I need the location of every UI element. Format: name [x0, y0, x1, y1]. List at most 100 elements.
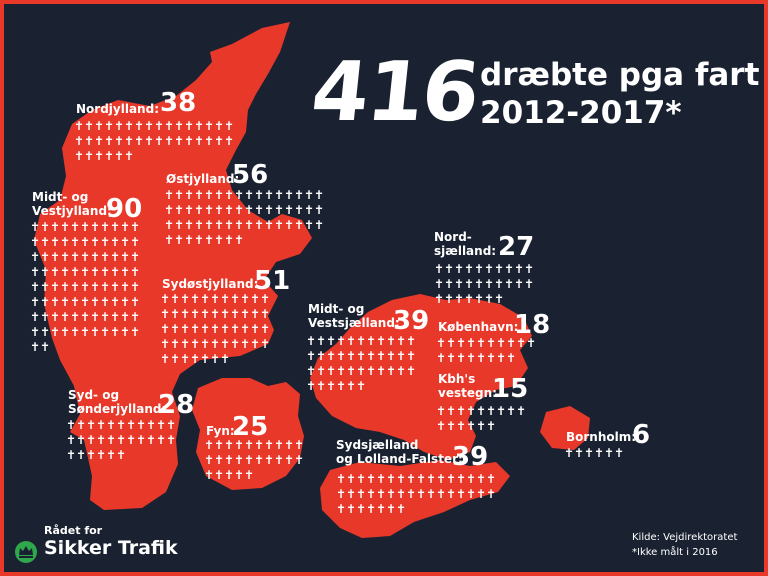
- cross-icon: ✝: [194, 134, 206, 148]
- cross-icon: ✝: [174, 134, 186, 148]
- cross-icon: ✝: [70, 280, 82, 294]
- cross-icon: ✝: [30, 235, 42, 249]
- cross-icon: ✝: [80, 250, 92, 264]
- region-value: 56: [232, 160, 269, 190]
- cross-icon: ✝: [120, 325, 132, 339]
- region-label: Nord-sjælland:: [434, 230, 497, 258]
- cross-icon: ✝: [214, 188, 226, 202]
- cross-icon: ✝: [184, 203, 196, 217]
- cross-icon: ✝: [130, 220, 142, 234]
- cross-icon: ✝: [170, 292, 182, 306]
- cross-icon: ✝: [304, 188, 316, 202]
- cross-icons-group: ✝✝✝✝✝✝: [564, 446, 632, 461]
- cross-icon: ✝: [316, 349, 328, 363]
- map-bornholm: [540, 406, 590, 450]
- cross-icon: ✝: [100, 265, 112, 279]
- cross-icon: ✝: [74, 149, 86, 163]
- cross-icon: ✝: [304, 218, 316, 232]
- cross-icon: ✝: [174, 188, 186, 202]
- cross-icon: ✝: [444, 277, 456, 291]
- cross-icon: ✝: [30, 280, 42, 294]
- cross-icon: ✝: [204, 438, 216, 452]
- cross-icon: ✝: [200, 307, 212, 321]
- cross-icon: ✝: [466, 419, 478, 433]
- cross-icon: ✝: [476, 351, 488, 365]
- cross-icon: ✝: [190, 292, 202, 306]
- cross-icon: ✝: [326, 349, 338, 363]
- cross-icon: ✝: [214, 453, 226, 467]
- cross-icon: ✝: [294, 438, 306, 452]
- cross-icon: ✝: [110, 310, 122, 324]
- cross-icon: ✝: [120, 310, 132, 324]
- cross-icon: ✝: [114, 134, 126, 148]
- source-line: Kilde: Vejdirektoratet: [632, 532, 738, 543]
- cross-icon: ✝: [214, 438, 226, 452]
- cross-icon: ✝: [386, 487, 398, 501]
- cross-icon: ✝: [210, 292, 222, 306]
- cross-icon: ✝: [504, 262, 516, 276]
- cross-icon: ✝: [94, 149, 106, 163]
- cross-icon: ✝: [180, 322, 192, 336]
- cross-icon: ✝: [346, 502, 358, 516]
- cross-icon: ✝: [174, 218, 186, 232]
- cross-icon: ✝: [336, 487, 348, 501]
- cross-icon: ✝: [126, 433, 138, 447]
- cross-icon: ✝: [336, 502, 348, 516]
- cross-icon: ✝: [104, 119, 116, 133]
- cross-icon: ✝: [110, 280, 122, 294]
- cross-icon: ✝: [60, 310, 72, 324]
- cross-icon: ✝: [154, 119, 166, 133]
- cross-icon: ✝: [84, 149, 96, 163]
- cross-icon: ✝: [200, 352, 212, 366]
- cross-icon: ✝: [234, 233, 246, 247]
- cross-icon: ✝: [234, 453, 246, 467]
- cross-icon: ✝: [316, 379, 328, 393]
- cross-icon: ✝: [204, 119, 216, 133]
- cross-icon: ✝: [134, 119, 146, 133]
- cross-icon: ✝: [254, 438, 266, 452]
- cross-icons-group: ✝✝✝✝✝✝✝✝✝✝✝✝✝✝✝✝✝✝✝✝✝✝✝✝✝: [204, 438, 306, 483]
- cross-icon: ✝: [446, 472, 458, 486]
- cross-icon: ✝: [100, 280, 112, 294]
- cross-icon: ✝: [214, 119, 226, 133]
- cross-icon: ✝: [234, 468, 246, 482]
- cross-icon: ✝: [204, 453, 216, 467]
- cross-icon: ✝: [40, 220, 52, 234]
- cross-icon: ✝: [80, 310, 92, 324]
- cross-icon: ✝: [190, 322, 202, 336]
- cross-icon: ✝: [274, 218, 286, 232]
- cross-icon: ✝: [104, 134, 116, 148]
- cross-icon: ✝: [80, 280, 92, 294]
- cross-icon: ✝: [224, 203, 236, 217]
- cross-icon: ✝: [386, 364, 398, 378]
- cross-icon: ✝: [234, 203, 246, 217]
- cross-icon: ✝: [234, 188, 246, 202]
- cross-icon: ✝: [406, 472, 418, 486]
- cross-icon: ✝: [260, 337, 272, 351]
- cross-icon: ✝: [486, 404, 498, 418]
- cross-icon: ✝: [254, 203, 266, 217]
- region-label: Sydøstjylland:: [162, 277, 259, 291]
- cross-icon: ✝: [274, 453, 286, 467]
- cross-icon: ✝: [230, 337, 242, 351]
- cross-icon: ✝: [210, 307, 222, 321]
- cross-icon: ✝: [494, 292, 506, 306]
- cross-icon: ✝: [194, 233, 206, 247]
- cross-icon: ✝: [50, 220, 62, 234]
- cross-icon: ✝: [294, 453, 306, 467]
- cross-icon: ✝: [306, 349, 318, 363]
- cross-icon: ✝: [486, 419, 498, 433]
- cross-icon: ✝: [436, 404, 448, 418]
- cross-icon: ✝: [260, 292, 272, 306]
- cross-icon: ✝: [574, 446, 586, 460]
- cross-icon: ✝: [456, 404, 468, 418]
- cross-icon: ✝: [60, 295, 72, 309]
- cross-icon: ✝: [40, 295, 52, 309]
- cross-icon: ✝: [210, 337, 222, 351]
- cross-icon: ✝: [416, 472, 428, 486]
- cross-icon: ✝: [106, 433, 118, 447]
- cross-icon: ✝: [120, 220, 132, 234]
- cross-icon: ✝: [60, 235, 72, 249]
- cross-icon: ✝: [456, 472, 468, 486]
- cross-icon: ✝: [506, 351, 518, 365]
